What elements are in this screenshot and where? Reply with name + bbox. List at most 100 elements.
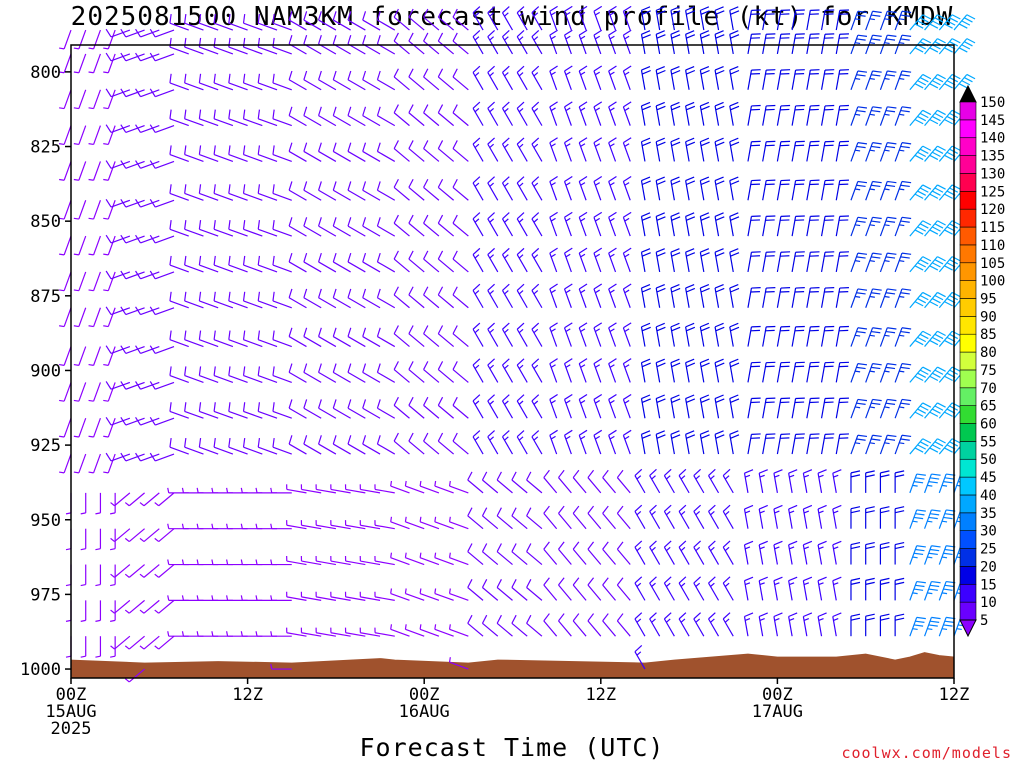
barb-feather	[900, 402, 910, 405]
barb-staff	[685, 252, 690, 273]
wind-barb	[587, 613, 602, 637]
barb-feather	[303, 399, 308, 409]
barb-staff	[685, 287, 690, 308]
wind-barb	[105, 124, 131, 134]
barb-feather	[685, 283, 695, 289]
barb-feather	[531, 212, 540, 220]
wind-barb	[196, 487, 219, 494]
barb-feather	[641, 6, 651, 11]
barb-feather	[871, 330, 881, 334]
wind-barb	[73, 53, 87, 74]
wind-barb	[762, 9, 776, 31]
wind-barb	[806, 179, 820, 201]
barb-half-feather	[59, 364, 65, 366]
barb-feather	[593, 65, 603, 72]
colorbar-swatch	[959, 244, 977, 264]
barb-feather	[932, 115, 941, 122]
barb-staff	[107, 382, 116, 402]
barb-half-feather	[504, 182, 509, 187]
barb-staff	[835, 141, 841, 162]
barb-half-feather	[595, 253, 600, 258]
barb-feather	[857, 10, 868, 14]
barb-staff	[526, 622, 543, 637]
barb-feather	[516, 430, 525, 438]
barb-staff	[563, 70, 572, 90]
barb-staff	[909, 473, 918, 494]
barb-feather	[663, 576, 672, 584]
barb-staff	[437, 440, 455, 455]
wind-barb	[300, 627, 322, 637]
barb-staff	[78, 346, 87, 366]
wind-barb	[655, 358, 666, 383]
barb-staff	[608, 181, 617, 201]
barb-staff	[347, 189, 366, 201]
barb-staff	[850, 327, 859, 347]
wind-barb	[953, 14, 976, 31]
barb-feather	[929, 477, 940, 480]
barb-staff	[467, 479, 484, 494]
x-tick-label: 2025	[51, 719, 92, 739]
barb-staff	[78, 200, 87, 220]
wind-barb	[303, 11, 322, 31]
barb-staff	[924, 438, 938, 455]
wind-barb	[95, 492, 102, 515]
barb-feather	[715, 398, 725, 404]
barb-feather	[487, 247, 495, 256]
barb-staff	[773, 473, 778, 493]
barb-feather	[452, 8, 458, 18]
wind-barb	[288, 399, 307, 419]
barb-staff	[107, 271, 116, 291]
wind-barb	[685, 212, 696, 237]
barb-half-feather	[110, 645, 115, 650]
wind-barb	[835, 397, 849, 419]
barb-feather	[393, 8, 399, 18]
barb-feather	[922, 38, 932, 44]
wind-barb	[169, 220, 189, 237]
barb-half-feather	[833, 546, 839, 550]
barb-feather	[531, 176, 540, 184]
barb-feather	[901, 398, 912, 402]
barb-feather	[887, 252, 897, 255]
barb-half-feather	[869, 149, 875, 152]
barb-staff	[791, 326, 797, 347]
wind-barb	[938, 14, 961, 31]
wind-barb	[154, 492, 175, 507]
barb-feather	[901, 327, 912, 330]
wind-barb	[103, 53, 116, 74]
barb-half-feather	[884, 224, 890, 227]
wind-barb	[167, 523, 189, 530]
barb-feather	[872, 70, 882, 73]
barb-staff	[332, 336, 351, 348]
barb-half-feather	[636, 475, 642, 480]
wind-barb	[894, 363, 912, 383]
barb-staff	[184, 22, 204, 31]
barb-staff	[938, 184, 953, 201]
wind-barb	[434, 480, 454, 494]
wind-barb	[213, 73, 234, 91]
wind-barb	[330, 591, 351, 601]
barb-feather	[744, 576, 754, 582]
wind-barb	[184, 109, 204, 127]
barb-staff	[685, 216, 690, 237]
barb-staff	[572, 548, 587, 565]
wind-barb	[408, 178, 425, 201]
barb-staff	[924, 256, 938, 273]
barb-staff	[616, 513, 631, 530]
barb-half-feather	[899, 188, 905, 191]
barb-feather	[616, 613, 624, 622]
y-tick-label: 1000	[20, 660, 61, 680]
wind-barb	[587, 541, 602, 565]
barb-feather	[887, 216, 897, 220]
barb-half-feather	[448, 657, 451, 663]
barb-feather	[857, 70, 868, 73]
barb-feather	[649, 612, 657, 620]
wind-barb	[634, 612, 646, 637]
wind-barb	[820, 9, 835, 31]
barb-feather	[572, 505, 580, 514]
wind-barb	[120, 452, 145, 462]
barb-feather	[708, 612, 716, 620]
barb-feather	[943, 481, 953, 484]
colorbar-swatch	[959, 191, 977, 210]
barb-staff	[199, 118, 219, 127]
barb-staff	[286, 524, 307, 530]
